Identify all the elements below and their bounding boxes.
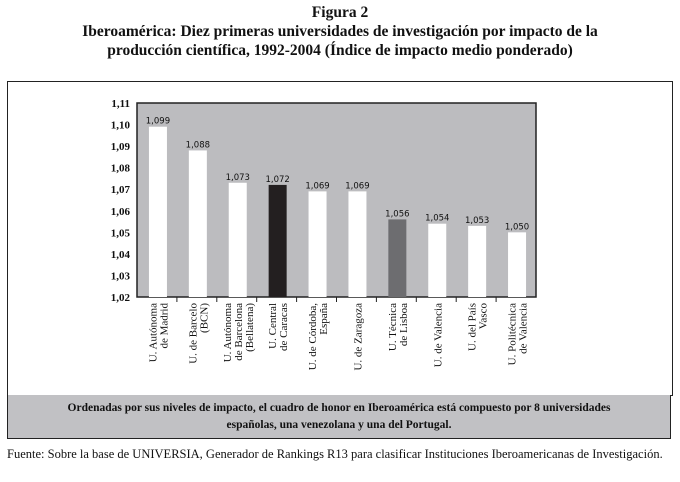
data-label: 1,099 xyxy=(146,117,170,127)
bar xyxy=(228,182,247,297)
y-tick-label: 1,09 xyxy=(111,141,131,153)
y-tick-label: 1,03 xyxy=(111,270,131,282)
data-label: 1,056 xyxy=(385,209,409,219)
x-category-label: U. de Zaragoza xyxy=(352,303,364,371)
data-label: 1,073 xyxy=(226,173,250,183)
data-label: 1,088 xyxy=(186,140,210,150)
data-label: 1,069 xyxy=(345,181,369,191)
bar xyxy=(348,191,367,297)
figure-number: Figura 2 xyxy=(311,4,369,21)
bar xyxy=(388,219,407,297)
x-category-label: U. Autónoma xyxy=(222,303,234,362)
x-category-label: U. de Córdoba, xyxy=(307,303,319,370)
x-category-label: U. de Barcelo xyxy=(187,303,199,364)
y-tick-label: 1,04 xyxy=(111,249,131,261)
data-label: 1,069 xyxy=(305,181,329,191)
bar xyxy=(508,232,527,297)
caption-line-1: Ordenadas por sus niveles de impacto, el… xyxy=(67,402,611,414)
data-label: 1,072 xyxy=(265,175,289,185)
x-category-label: de Caracas xyxy=(278,303,290,351)
x-category-label: España xyxy=(318,303,330,335)
x-category-label: U. Técnica xyxy=(387,303,399,351)
x-category-label: de Lisboa xyxy=(398,303,410,346)
y-tick-label: 1,05 xyxy=(111,227,131,239)
x-category-label: (BCN) xyxy=(198,303,210,333)
chart-caption: Ordenadas por sus niveles de impacto, el… xyxy=(7,395,671,439)
data-label: 1,053 xyxy=(465,216,489,226)
data-label: 1,050 xyxy=(505,222,529,232)
bar xyxy=(268,184,287,297)
chart-title: Iberoamérica: Diez primeras universidade… xyxy=(0,22,680,60)
bar xyxy=(428,223,447,297)
x-category-label: U. Central xyxy=(267,303,279,349)
y-tick-label: 1,10 xyxy=(111,120,131,132)
x-category-label: U. Autónoma xyxy=(147,303,159,362)
x-category-label: U. de Valencia xyxy=(432,303,444,367)
chart-title-line-1: Iberoamérica: Diez primeras universidade… xyxy=(82,23,598,40)
x-category-label: U. Politécnica xyxy=(507,303,519,365)
y-tick-label: 1,02 xyxy=(111,292,131,304)
x-category-label: Vasco xyxy=(478,303,490,330)
x-category-label: (Bellatena) xyxy=(244,303,256,352)
bar xyxy=(148,126,167,297)
chart-title-line-2: producción científica, 1992-2004 (Índice… xyxy=(107,42,573,59)
y-tick-label: 1,06 xyxy=(111,206,131,218)
y-tick-label: 1,07 xyxy=(111,184,131,196)
x-category-label: de Valencia xyxy=(518,303,530,354)
data-label: 1,054 xyxy=(425,214,449,224)
bar xyxy=(468,225,487,297)
y-tick-label: 1,08 xyxy=(111,163,131,175)
x-category-label: de Barcelona xyxy=(233,303,245,361)
source-note: Fuente: Sobre la base de UNIVERSIA, Gene… xyxy=(7,447,663,461)
x-category-label: de Madrid xyxy=(158,303,170,349)
x-category-label: U. del País xyxy=(467,303,479,351)
caption-line-2: españolas, una venezolana y una del Port… xyxy=(226,419,452,431)
bar xyxy=(188,150,207,297)
y-tick-label: 1,11 xyxy=(111,98,130,110)
bar xyxy=(308,191,327,297)
